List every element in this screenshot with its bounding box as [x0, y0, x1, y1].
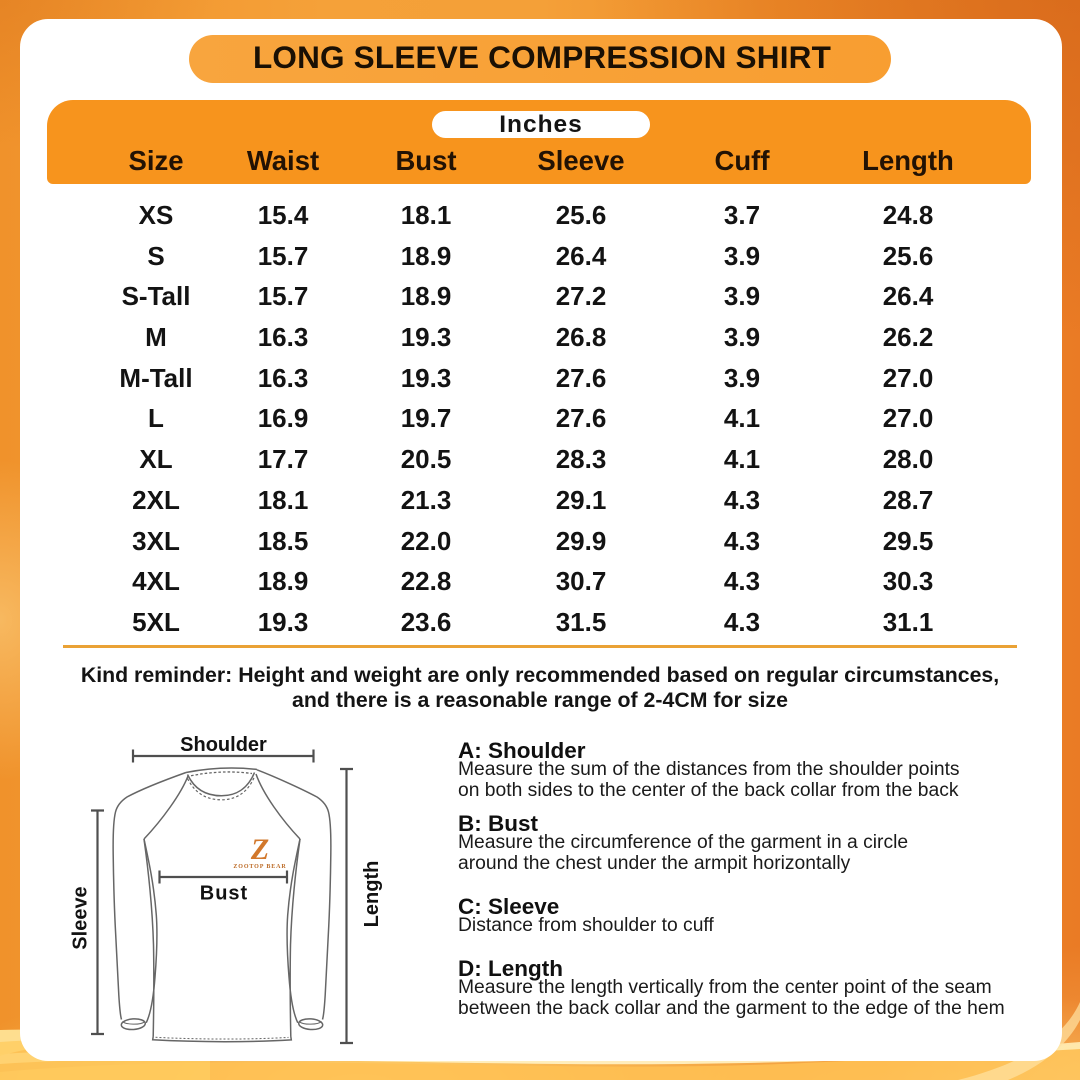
svg-text:Sleeve: Sleeve: [70, 886, 92, 949]
svg-text:Z: Z: [250, 833, 269, 866]
svg-text:Length: Length: [361, 861, 383, 928]
svg-text:Shoulder: Shoulder: [180, 734, 267, 756]
svg-text:Bust: Bust: [200, 883, 248, 905]
svg-text:ZOOTOP BEAR: ZOOTOP BEAR: [233, 864, 286, 870]
